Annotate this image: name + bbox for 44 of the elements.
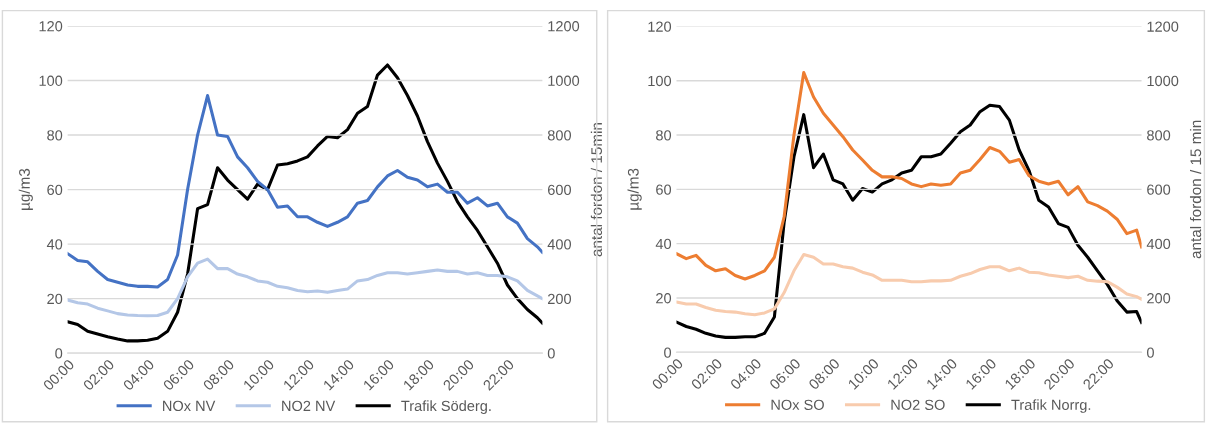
y-tick-label: 40	[655, 238, 672, 250]
y-tick-label: 120	[39, 21, 63, 32]
legend-label: NO2 NV	[282, 400, 336, 412]
line-series	[67, 93, 543, 289]
legend-label: Trafik Söderg.	[401, 400, 491, 414]
y2-tick-label: 200	[1147, 293, 1171, 304]
y-tick-label: 20	[656, 293, 672, 304]
legend-label: NOx NV	[163, 400, 216, 412]
y-tick-label: 0	[664, 347, 672, 358]
y2-axis-title: antal fordon / 15 min	[1189, 120, 1202, 259]
y2-tick-label: 0	[547, 348, 555, 359]
legend-label: NOx SO	[771, 399, 824, 410]
y2-tick-label: 600	[547, 184, 572, 195]
y-tick-label: 60	[656, 184, 672, 195]
line-series	[67, 257, 543, 318]
y2-tick-label: 200	[547, 293, 572, 305]
y2-tick-label: 600	[1147, 184, 1171, 195]
y2-tick-label: 0	[1146, 347, 1154, 358]
y2-tick-label: 1000	[548, 75, 580, 86]
y-axis-title: µg/m3	[627, 168, 642, 210]
legend-label: NO2 SO	[891, 399, 945, 410]
y-tick-label: 80	[47, 130, 63, 141]
y-tick-label: 100	[648, 75, 672, 87]
y-tick-label: 100	[39, 75, 63, 86]
y2-tick-label: 400	[1146, 238, 1171, 250]
y-tick-label: 80	[656, 130, 672, 141]
legend-label: Trafik Norrg.	[1011, 399, 1091, 413]
line-series	[676, 71, 1142, 281]
y-axis-title: µg/m3	[18, 168, 33, 210]
y-tick-label: 20	[47, 293, 63, 305]
line-series	[676, 253, 1142, 317]
y2-tick-label: 1000	[1147, 75, 1179, 87]
y-tick-label: 0	[55, 348, 63, 359]
line-series	[676, 103, 1142, 339]
y2-tick-label: 800	[547, 130, 572, 141]
line-series	[67, 63, 543, 343]
y2-tick-label: 1200	[548, 21, 580, 32]
y2-tick-label: 400	[547, 239, 572, 250]
y-tick-label: 40	[46, 239, 63, 250]
y2-tick-label: 1200	[1147, 21, 1179, 32]
y-tick-label: 60	[47, 184, 63, 195]
y-tick-label: 120	[648, 21, 672, 32]
y2-tick-label: 800	[1147, 130, 1171, 141]
y2-axis-title: antal fordon / 15min	[590, 123, 603, 257]
